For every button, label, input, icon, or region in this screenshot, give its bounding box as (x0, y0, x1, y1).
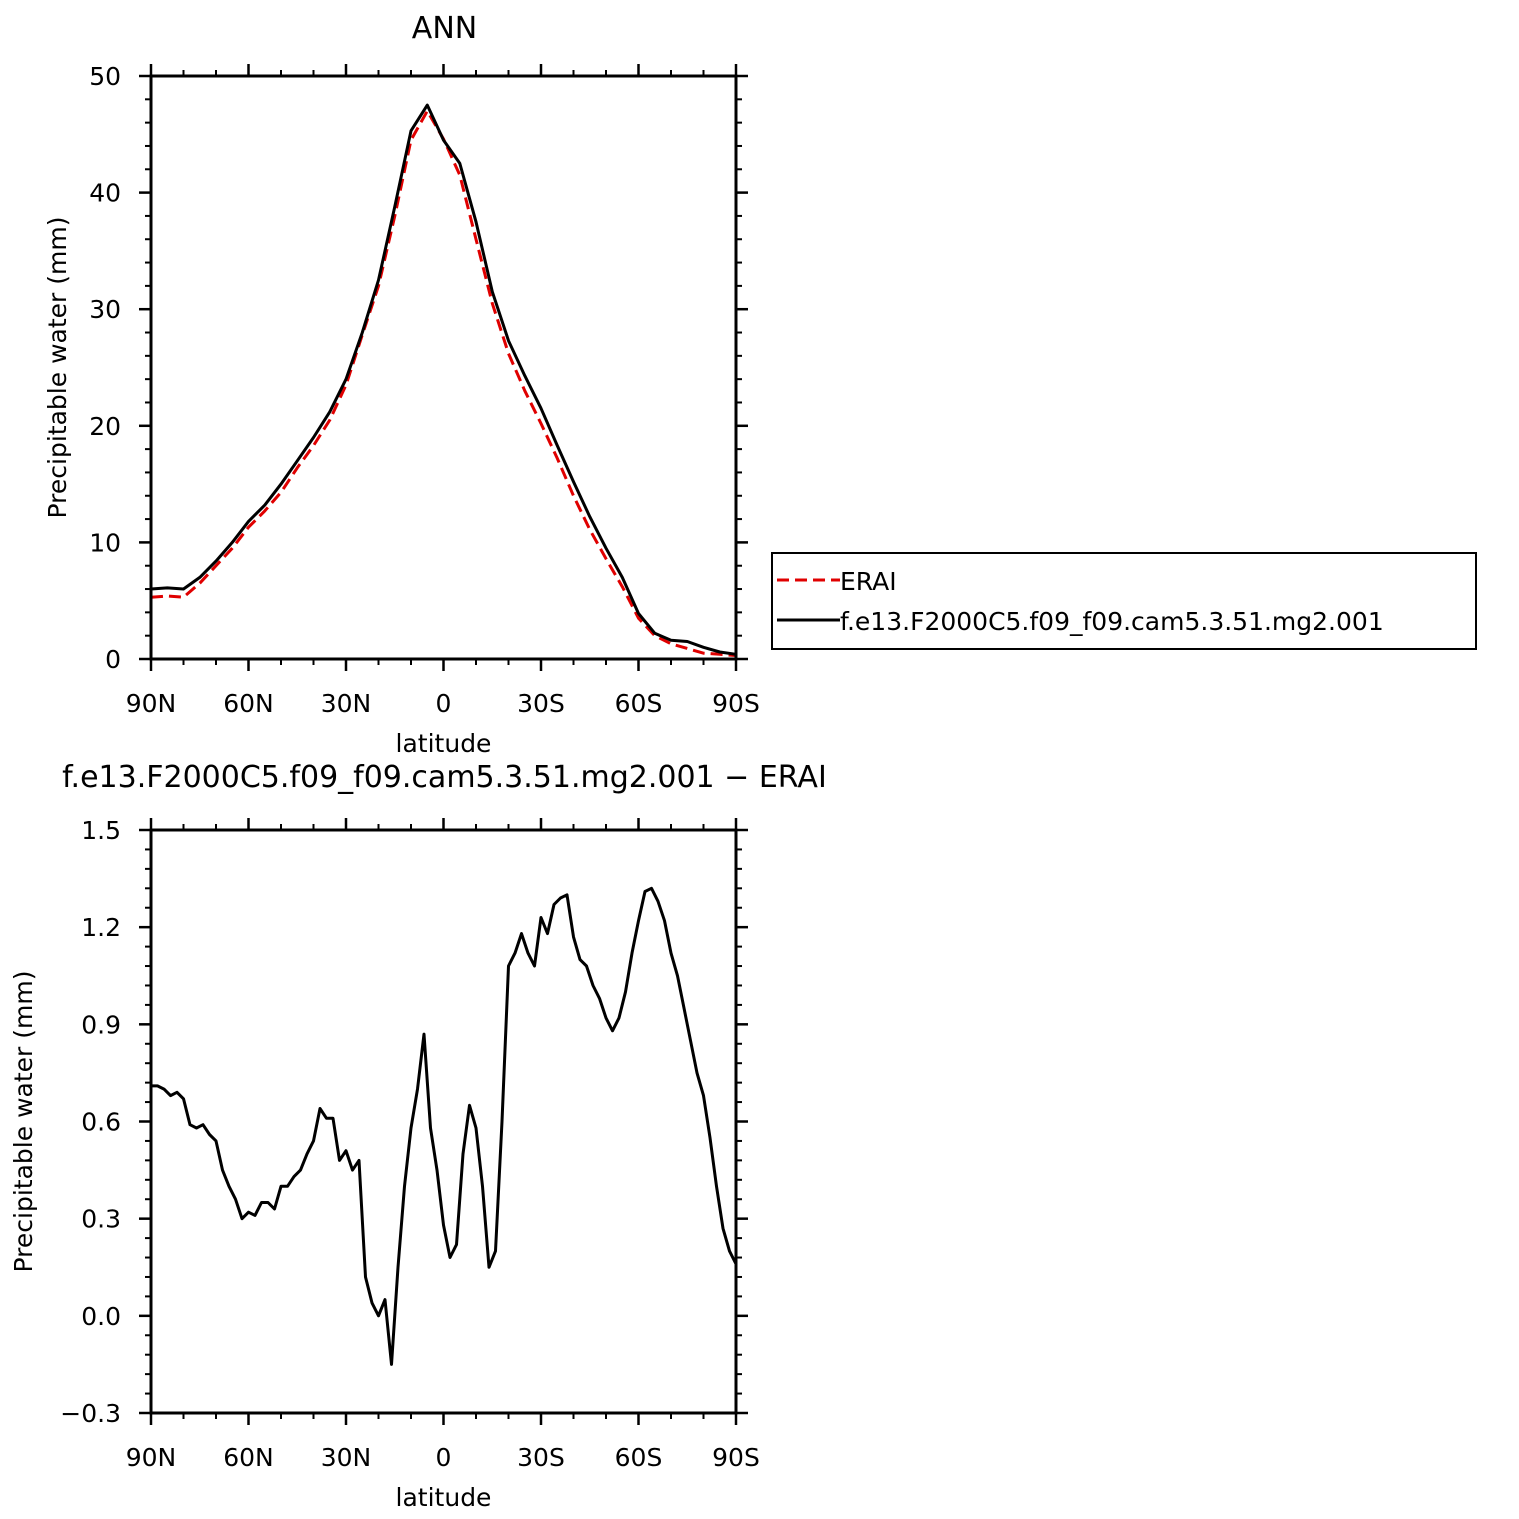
x-tick-label: 90S (712, 1443, 760, 1472)
y-tick-label: 0 (105, 645, 121, 674)
y-tick-label: 1.5 (81, 816, 121, 845)
x-tick-label: 0 (436, 689, 452, 718)
y-axis-label: Precipitable water (mm) (43, 217, 72, 519)
x-tick-label: 30N (321, 689, 372, 718)
x-tick-label: 60S (615, 1443, 663, 1472)
x-tick-label: 90N (126, 1443, 177, 1472)
y-tick-label: 40 (89, 179, 121, 208)
plot-frame (149, 828, 738, 1415)
x-tick-label: 90N (126, 689, 177, 718)
y-tick-label: 1.2 (81, 913, 121, 942)
series-line-0 (150, 109, 737, 657)
series-line-0 (151, 886, 738, 1366)
legend-label-0: ERAI (840, 567, 897, 596)
y-tick-label: 0.9 (81, 1010, 121, 1039)
y-tick-label: 10 (89, 528, 121, 557)
y-axis-label: Precipitable water (mm) (9, 971, 38, 1273)
x-tick-label: 30S (517, 1443, 565, 1472)
x-tick-label: 30N (321, 1443, 372, 1472)
x-axis-label: latitude (396, 729, 492, 758)
difference-chart: 90N 60N 30N 0 30S 60S 90S −0.3 0.0 0.3 0.6 0.9 1.2 1.… (9, 760, 827, 1512)
y-tick-label: 0.0 (81, 1302, 121, 1331)
y-tick-label: 30 (89, 295, 121, 324)
x-tick-label: 30S (517, 689, 565, 718)
chart-title: f.e13.F2000C5.f09_f09.cam5.3.51.mg2.001 … (62, 760, 827, 795)
legend-box (771, 552, 1477, 650)
y-tick-label: 0.3 (81, 1205, 121, 1234)
x-tick-label: 60N (223, 1443, 274, 1472)
y-tick-label: 50 (89, 62, 121, 91)
y-tick-label: 0.6 (81, 1108, 121, 1137)
x-tick-label: 60N (223, 689, 274, 718)
x-tick-label: 60S (615, 689, 663, 718)
series-line-1 (150, 103, 737, 656)
x-tick-label: 0 (436, 1443, 452, 1472)
y-tick-label: −0.3 (60, 1399, 121, 1428)
legend: ERAI f.e13.F2000C5.f09_f09.cam5.3.51.mg2.… (771, 552, 1477, 650)
y-tick-label: 20 (89, 412, 121, 441)
x-axis-label: latitude (396, 1483, 492, 1512)
precipitable-water-chart: 90N 60N 30N 0 30S 60S 90S 0 10 20 30 40 50 ANN latitud… (43, 11, 760, 758)
plot-frame (149, 74, 738, 661)
legend-label-1: f.e13.F2000C5.f09_f09.cam5.3.51.mg2.001 (840, 607, 1384, 636)
x-tick-label: 90S (712, 689, 760, 718)
chart-title: ANN (412, 11, 477, 46)
